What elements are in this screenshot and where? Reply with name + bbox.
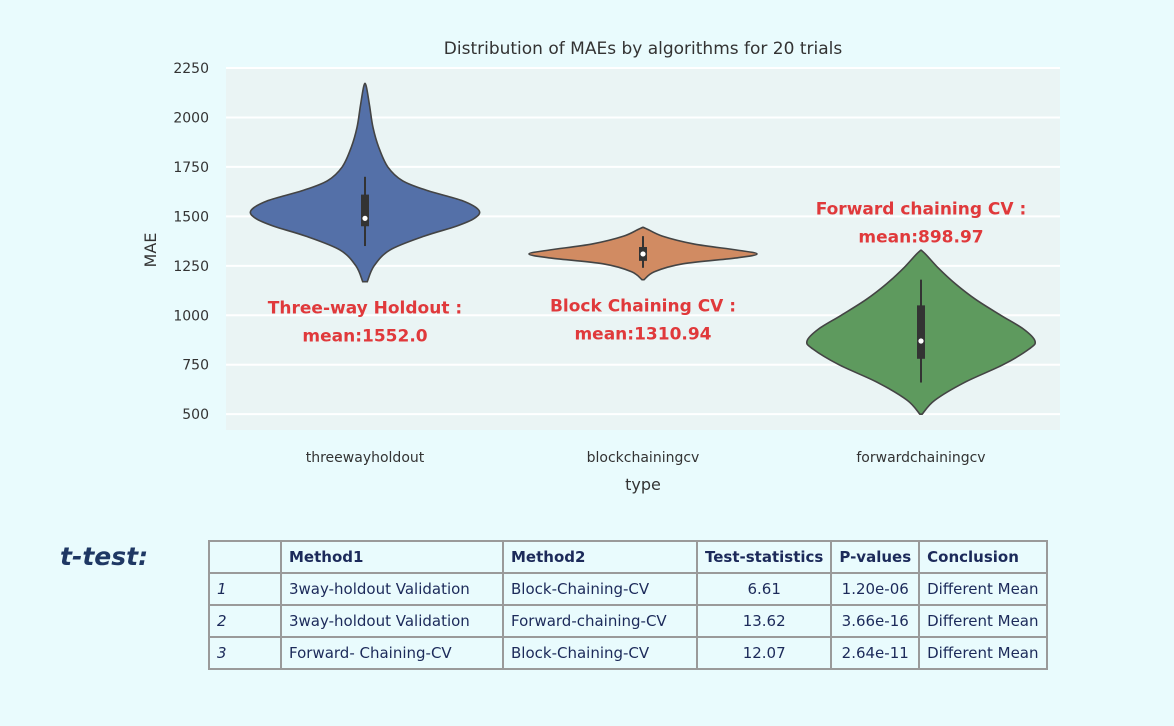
- chart-title: Distribution of MAEs by algorithms for 2…: [444, 39, 843, 59]
- y-axis-label: MAE: [141, 233, 160, 268]
- header-method2: Method2: [502, 540, 698, 574]
- tick-labels: 500 750 1000 1250 1500 1750 2000 2250 threewayho…: [173, 61, 985, 466]
- ttest-label: t-test:: [60, 542, 149, 571]
- median-marker-blockchainingcv: [640, 251, 646, 257]
- y-tick-label: 750: [182, 358, 209, 374]
- ttest-table: Method1 Method2 Test-statistics P-values…: [208, 540, 1048, 670]
- cell-method1: 3way-holdout Validation: [280, 604, 504, 638]
- row-index: 1: [208, 572, 282, 606]
- cell-test-statistic: 12.07: [695, 636, 833, 670]
- cell-method1: 3way-holdout Validation: [280, 572, 504, 606]
- cell-p-value: 1.20e-06: [830, 572, 921, 606]
- annotations: Three-way Holdout : mean:1552.0 Block Chai…: [268, 199, 1026, 346]
- row-index: 3: [208, 636, 282, 670]
- cell-test-statistic: 13.62: [695, 604, 833, 638]
- table-row: 2 3way-holdout Validation Forward-chaini…: [208, 604, 1048, 638]
- y-tick-label: 1500: [173, 209, 209, 225]
- median-marker-forwardchainingcv: [918, 338, 924, 344]
- x-tick-label: forwardchainingcv: [856, 450, 985, 466]
- cell-p-value: 3.66e-16: [830, 604, 921, 638]
- chart-svg: 500 750 1000 1250 1500 1750 2000 2250 threewayho…: [141, 39, 1060, 494]
- iqr-box-forwardchainingcv: [917, 305, 925, 359]
- violin-chart: 500 750 1000 1250 1500 1750 2000 2250 threewayho…: [141, 39, 1060, 494]
- table-header-row: Method1 Method2 Test-statistics P-values…: [208, 540, 1048, 574]
- y-tick-label: 1250: [173, 259, 209, 275]
- cell-method2: Forward-chaining-CV: [502, 604, 698, 638]
- annotation-blockchainingcv: mean:1310.94: [574, 324, 711, 344]
- cell-test-statistic: 6.61: [695, 572, 833, 606]
- header-test-statistics: Test-statistics: [695, 540, 833, 574]
- y-tick-label: 2250: [173, 61, 209, 77]
- annotation-threewayholdout: mean:1552.0: [302, 326, 427, 346]
- cell-conclusion: Different Mean: [918, 572, 1048, 606]
- cell-conclusion: Different Mean: [918, 636, 1048, 670]
- header-method1: Method1: [280, 540, 504, 574]
- cell-conclusion: Different Mean: [918, 604, 1048, 638]
- median-marker-threewayholdout: [362, 215, 368, 221]
- header-index: [208, 540, 282, 574]
- iqr-box-threewayholdout: [361, 194, 369, 227]
- annotation-threewayholdout: Three-way Holdout :: [268, 298, 462, 318]
- annotation-forwardchainingcv: Forward chaining CV :: [816, 199, 1027, 219]
- header-p-values: P-values: [830, 540, 921, 574]
- x-tick-label: threewayholdout: [306, 450, 425, 466]
- table-row: 1 3way-holdout Validation Block-Chaining…: [208, 572, 1048, 606]
- y-tick-label: 1750: [173, 160, 209, 176]
- header-conclusion: Conclusion: [918, 540, 1048, 574]
- cell-method1: Forward- Chaining-CV: [280, 636, 504, 670]
- annotation-blockchainingcv: Block Chaining CV :: [550, 296, 736, 316]
- violins: [249, 82, 1037, 415]
- row-index: 2: [208, 604, 282, 638]
- annotation-forwardchainingcv: mean:898.97: [858, 227, 983, 247]
- table-row: 3 Forward- Chaining-CV Block-Chaining-CV…: [208, 636, 1048, 670]
- y-tick-label: 1000: [173, 308, 209, 324]
- cell-method2: Block-Chaining-CV: [502, 636, 698, 670]
- x-axis-label: type: [625, 475, 661, 494]
- cell-method2: Block-Chaining-CV: [502, 572, 698, 606]
- y-tick-label: 500: [182, 407, 209, 423]
- cell-p-value: 2.64e-11: [830, 636, 921, 670]
- x-tick-label: blockchainingcv: [587, 450, 700, 466]
- y-tick-label: 2000: [173, 110, 209, 126]
